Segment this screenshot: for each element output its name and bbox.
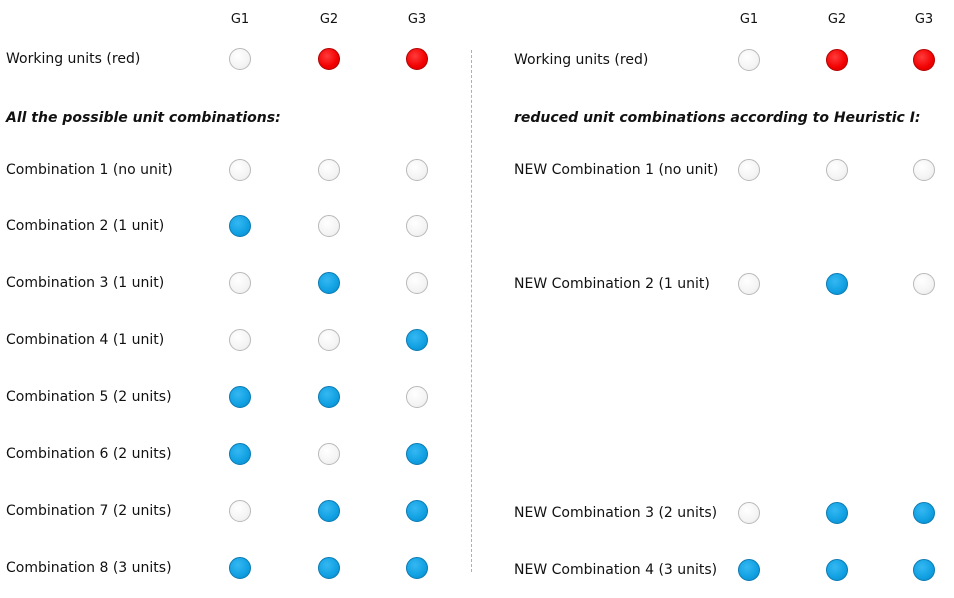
unit-dot <box>229 500 251 522</box>
unit-dot <box>913 273 935 295</box>
unit-dot <box>229 557 251 579</box>
combination-label: NEW Combination 2 (1 unit) <box>514 276 710 292</box>
unit-dot <box>738 49 760 71</box>
unit-dot <box>738 559 760 581</box>
unit-dot <box>406 159 428 181</box>
combination-row: NEW Combination 3 (2 units) <box>470 498 954 528</box>
working-units-row: Working units (red) <box>470 45 954 75</box>
unit-dot <box>318 386 340 408</box>
unit-dot <box>738 502 760 524</box>
unit-dot <box>229 443 251 465</box>
combination-label: Combination 1 (no unit) <box>6 162 173 178</box>
unit-dot <box>913 159 935 181</box>
unit-dot <box>406 557 428 579</box>
combination-row: NEW Combination 1 (no unit) <box>470 155 954 185</box>
combination-label: Combination 8 (3 units) <box>6 560 172 576</box>
unit-dot <box>318 443 340 465</box>
header-g2: G2 <box>319 12 339 27</box>
combination-label: Combination 6 (2 units) <box>6 446 172 462</box>
combination-label: Combination 7 (2 units) <box>6 503 172 519</box>
combination-row: Combination 6 (2 units) <box>0 439 470 469</box>
unit-dot <box>229 329 251 351</box>
unit-dot <box>406 443 428 465</box>
combination-row: NEW Combination 4 (3 units) <box>470 555 954 585</box>
working-units-row: Working units (red) <box>0 44 470 74</box>
unit-dot <box>913 559 935 581</box>
combination-label: Combination 3 (1 unit) <box>6 275 165 291</box>
unit-dot <box>229 272 251 294</box>
unit-dot <box>318 215 340 237</box>
working-units-label: Working units (red) <box>6 51 141 67</box>
unit-dot <box>229 48 251 70</box>
header-g3: G3 <box>914 12 934 27</box>
unit-dot <box>406 272 428 294</box>
combination-row: Combination 7 (2 units) <box>0 496 470 526</box>
header-g1: G1 <box>739 12 759 27</box>
unit-dot <box>229 159 251 181</box>
unit-dot <box>826 273 848 295</box>
unit-dot <box>318 329 340 351</box>
unit-dot <box>229 215 251 237</box>
combination-label: Combination 2 (1 unit) <box>6 218 165 234</box>
combination-label: NEW Combination 1 (no unit) <box>514 162 719 178</box>
unit-dot <box>406 48 428 70</box>
right-panel: G1 G2 G3 Working units (red) reduced uni… <box>470 0 954 598</box>
combination-row: NEW Combination 2 (1 unit) <box>470 269 954 299</box>
header-g1: G1 <box>230 12 250 27</box>
unit-dot <box>318 159 340 181</box>
combination-label: Combination 5 (2 units) <box>6 389 172 405</box>
unit-dot <box>913 502 935 524</box>
header-g2: G2 <box>827 12 847 27</box>
working-units-label: Working units (red) <box>514 52 649 68</box>
unit-dot <box>318 272 340 294</box>
unit-dot <box>318 48 340 70</box>
unit-dot <box>826 559 848 581</box>
combination-row: Combination 5 (2 units) <box>0 382 470 412</box>
unit-dot <box>406 500 428 522</box>
unit-dot <box>406 215 428 237</box>
combination-row: Combination 3 (1 unit) <box>0 268 470 298</box>
unit-dot <box>229 386 251 408</box>
unit-dot <box>826 502 848 524</box>
unit-dot <box>913 49 935 71</box>
section-title: reduced unit combinations according to H… <box>514 110 921 126</box>
section-title: All the possible unit combinations: <box>6 110 281 126</box>
combination-row: Combination 1 (no unit) <box>0 155 470 185</box>
combination-row: Combination 2 (1 unit) <box>0 211 470 241</box>
combination-row: Combination 8 (3 units) <box>0 553 470 583</box>
unit-dot <box>738 273 760 295</box>
header-g3: G3 <box>407 12 427 27</box>
unit-dot <box>406 386 428 408</box>
panel-divider <box>471 50 472 572</box>
unit-dot <box>826 159 848 181</box>
unit-dot <box>406 329 428 351</box>
combination-label: Combination 4 (1 unit) <box>6 332 165 348</box>
combination-label: NEW Combination 4 (3 units) <box>514 562 718 578</box>
left-panel: G1 G2 G3 Working units (red) All the pos… <box>0 0 470 598</box>
unit-dot <box>826 49 848 71</box>
unit-dot <box>738 159 760 181</box>
unit-dot <box>318 500 340 522</box>
combination-row: Combination 4 (1 unit) <box>0 325 470 355</box>
combination-label: NEW Combination 3 (2 units) <box>514 505 718 521</box>
unit-dot <box>318 557 340 579</box>
